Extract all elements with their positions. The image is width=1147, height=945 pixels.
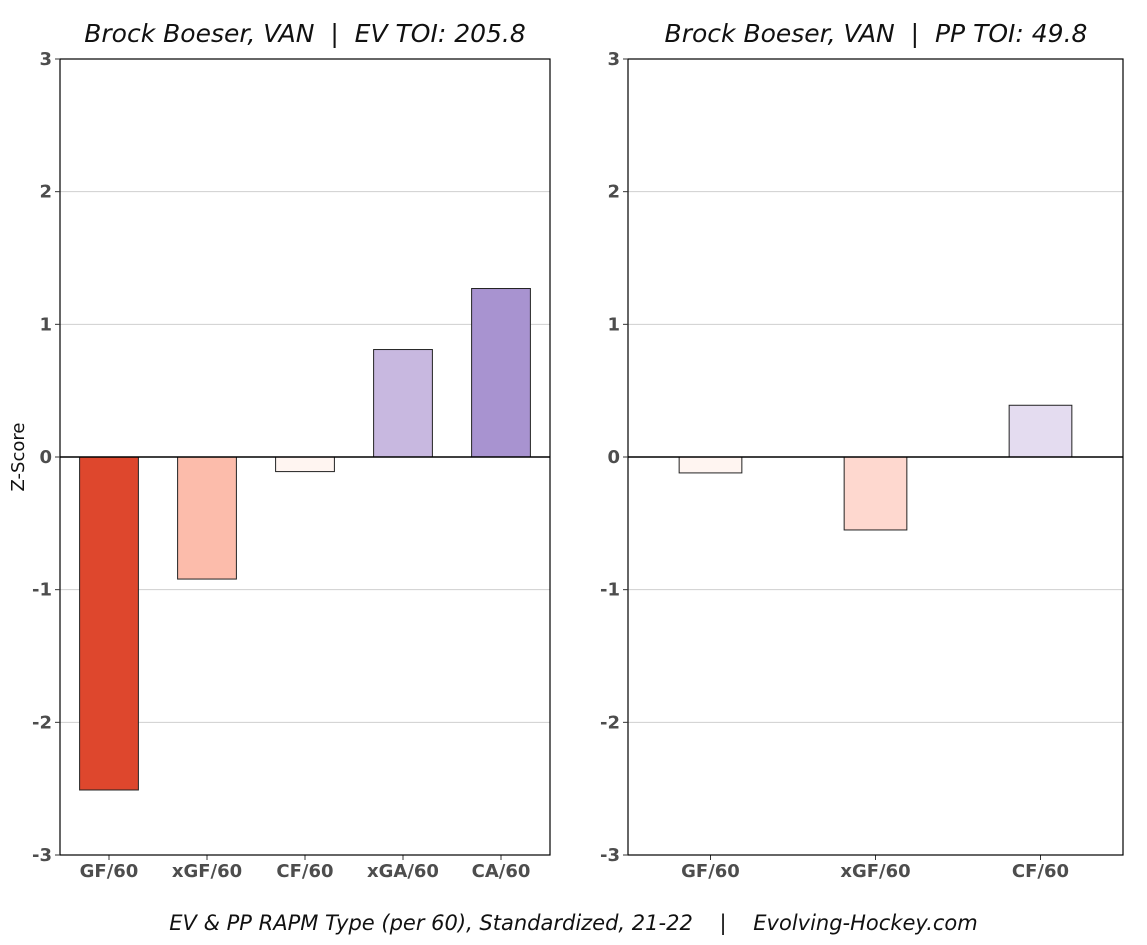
y-tick-label: 1 [607, 314, 620, 335]
x-tick-label: CF/60 [1012, 861, 1069, 882]
y-tick-label: 2 [607, 182, 620, 203]
x-tick-label: CA/60 [472, 861, 531, 882]
y-tick-label: -3 [32, 845, 52, 866]
x-tick-label: xGF/60 [172, 861, 242, 882]
y-tick-label: 3 [39, 49, 52, 70]
y-tick-label: 0 [39, 447, 52, 468]
x-tick-label: CF/60 [276, 861, 333, 882]
bar-ev-gf [79, 456, 139, 791]
chart-title-pp: Brock Boeser, VAN | PP TOI: 49.8 [664, 19, 1088, 48]
bar-pp-xgf [843, 456, 908, 531]
y-tick-label: 1 [39, 314, 52, 335]
x-tick-label: xGF/60 [840, 861, 910, 882]
y-tick-label: -2 [600, 712, 620, 733]
x-tick-label: GF/60 [80, 861, 139, 882]
bar-ev-ca [471, 288, 531, 458]
y-tick-label: 0 [607, 447, 620, 468]
panel-pp: GF/60 xGF/60 CF/60 3 2 1 0 -1 -2 -3 [600, 49, 1124, 882]
bar-pp-cf [1008, 404, 1073, 458]
chart-title-ev: Brock Boeser, VAN | EV TOI: 205.8 [84, 19, 526, 48]
y-tick-label: -1 [32, 580, 52, 601]
bar-ev-cf [275, 456, 335, 473]
y-tick-label: -3 [600, 845, 620, 866]
x-tick-label: GF/60 [681, 861, 740, 882]
bar-pp-gf [678, 456, 743, 474]
bar-ev-xgf [177, 456, 237, 580]
y-tick-label: 2 [39, 182, 52, 203]
figure-caption: EV & PP RAPM Type (per 60), Standardized… [169, 911, 978, 935]
y-tick-label: 3 [607, 49, 620, 70]
y-tick-label: -2 [32, 712, 52, 733]
bar-ev-xga [373, 349, 433, 458]
y-tick-label: -1 [600, 580, 620, 601]
panel-ev: GF/60 xGF/60 CF/60 xGA/60 CA/60 3 2 1 0 -1 -2 -3 [32, 49, 551, 882]
x-tick-label: xGA/60 [367, 861, 439, 882]
